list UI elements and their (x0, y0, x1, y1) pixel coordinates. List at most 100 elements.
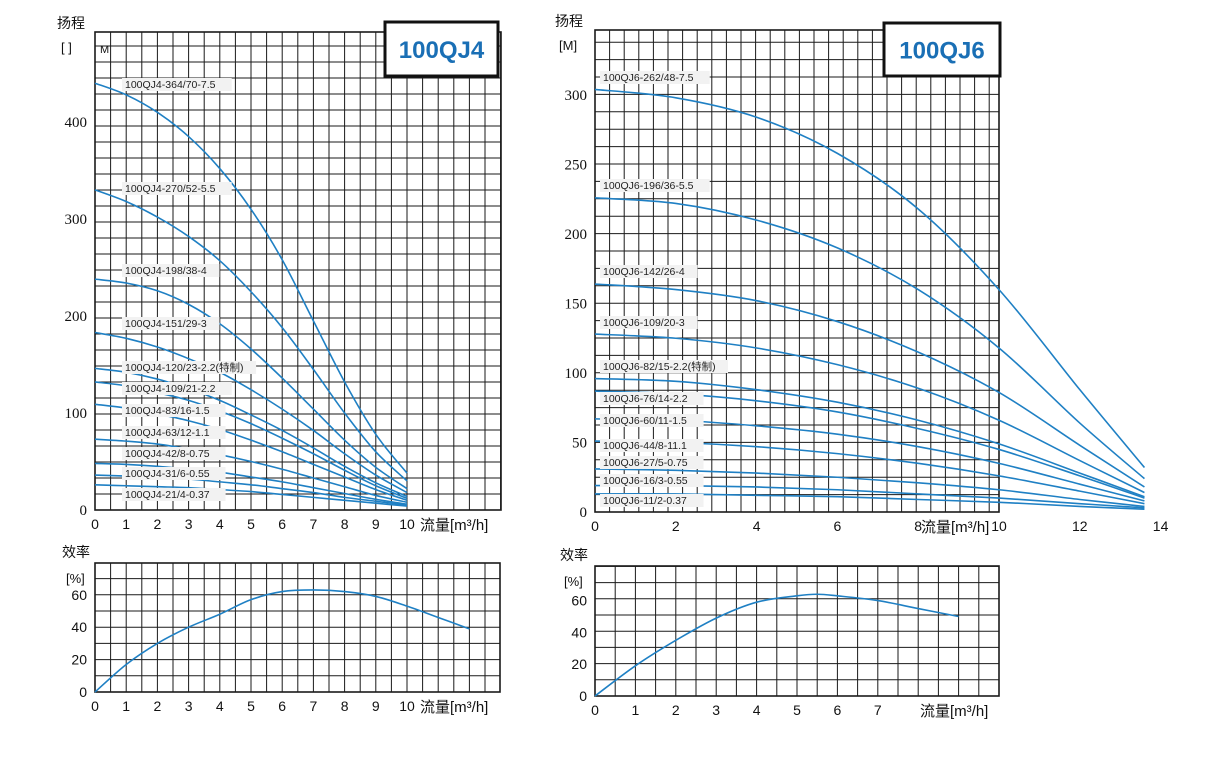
y-axis-unit: [%] (564, 574, 583, 589)
y-tick-label: 300 (65, 212, 88, 228)
x-axis-label: 流量[m³/h] (420, 699, 488, 716)
x-tick-label: 4 (216, 516, 224, 532)
x-tick-label: 3 (185, 516, 193, 532)
series-curve (94, 462, 408, 505)
series-label: 100QJ6-76/14-2.2 (603, 393, 688, 405)
plot-frame (594, 565, 1000, 697)
series-curve (94, 438, 408, 504)
series-label: 100QJ6-60/11-1.5 (603, 415, 687, 427)
x-tick-label: 3 (185, 698, 193, 714)
x-tick-label: 6 (278, 698, 286, 714)
series-label-bg (600, 439, 704, 452)
y-tick-label: 0 (579, 688, 587, 704)
y-tick-label: 100 (565, 366, 588, 382)
chart-3: 0 20 40 60 0 1 2 3 4 5 6 7 8 9 10 效率 [%] 流量[m³/h] (62, 544, 501, 716)
plot-frame (94, 562, 501, 693)
chart-4: 0 20 40 60 0 1 2 3 4 5 6 7 效率 [%] 流量[m³/h] (560, 547, 1000, 720)
y-tick-label: 0 (79, 684, 87, 700)
series-label-bg (122, 467, 226, 480)
series-curve (594, 468, 1145, 508)
y-axis-label: 扬程 (57, 15, 85, 31)
series-label-bg (122, 488, 226, 501)
series-curve (594, 377, 1145, 498)
series-label-bg (600, 360, 728, 373)
x-tick-label: 1 (122, 698, 130, 714)
y-tick-label: 200 (65, 309, 88, 325)
chart-title: 100QJ4 (399, 37, 485, 64)
x-tick-label: 0 (91, 516, 99, 532)
chart-1: 0 100 200 300 400 0 1 2 3 4 5 6 7 8 9 10 扬程 [ ] M 流量[m³/h] 1… (57, 15, 502, 534)
series-curve (94, 483, 408, 507)
x-tick-label: 0 (91, 698, 99, 714)
y-tick-label: 400 (65, 115, 88, 131)
series-label-bg (600, 456, 704, 469)
series-label: 100QJ4-21/4-0.37 (125, 489, 210, 501)
chart-2: 0 50 100 150 200 250 300 0 2 4 6 8 10 12 14 扬程 [M] 流量[m³/… (555, 13, 1169, 536)
y-axis-unit: [M] (559, 38, 577, 53)
series-label-bg (600, 71, 710, 84)
x-tick-label: 5 (247, 516, 255, 532)
y-axis-label: 效率 (62, 544, 90, 560)
series-label: 100QJ6-196/36-5.5 (603, 180, 694, 192)
y-tick-label: 0 (580, 505, 588, 521)
series-label-bg (122, 317, 220, 330)
series-curve (594, 333, 1145, 494)
x-tick-label: 8 (914, 518, 922, 534)
x-tick-label: 2 (154, 698, 162, 714)
y-tick-label: 100 (65, 406, 88, 422)
series-curve (94, 367, 408, 498)
y-tick-label: 40 (71, 619, 87, 635)
series-label-bg (600, 494, 704, 507)
x-tick-label: 6 (834, 518, 842, 534)
series-label: 100QJ4-83/16-1.5 (125, 405, 210, 417)
x-tick-label: 0 (591, 518, 599, 534)
y-tick-label: 20 (571, 656, 587, 672)
series-label: 100QJ6-142/26-4 (603, 266, 685, 278)
series-label: 100QJ6-27/5-0.75 (603, 457, 688, 469)
x-axis-label: 流量[m³/h] (420, 517, 488, 534)
x-tick-label: 1 (122, 516, 130, 532)
series-label-bg (600, 474, 704, 487)
series-label: 100QJ6-109/20-3 (603, 317, 685, 329)
x-tick-label: 2 (672, 518, 680, 534)
series-curve (594, 88, 1146, 469)
x-tick-label: 5 (247, 698, 255, 714)
series-label: 100QJ6-11/2-0.37 (603, 495, 687, 507)
x-tick-label: 10 (399, 698, 415, 714)
chart-title-box (383, 20, 500, 78)
chart-title: 100QJ6 (899, 38, 984, 65)
y-tick-label: 20 (71, 652, 87, 668)
y-tick-label: 60 (71, 587, 87, 603)
series-label-bg (122, 426, 226, 439)
grid (94, 563, 500, 693)
y-tick-label: 300 (565, 88, 588, 104)
grid (594, 565, 1000, 697)
series-curve (594, 283, 1145, 488)
series-label-bg (600, 316, 698, 329)
x-tick-label: 3 (712, 702, 720, 718)
grid (94, 32, 502, 511)
series-label: 100QJ4-151/29-3 (125, 318, 207, 330)
y-axis-unit: [%] (66, 571, 85, 586)
series-label-bg (122, 382, 232, 395)
x-tick-label: 7 (310, 516, 318, 532)
series-label: 100QJ4-198/38-4 (125, 265, 207, 277)
y-tick-label: 200 (565, 227, 588, 243)
x-tick-label: 0 (591, 702, 599, 718)
y-axis-label: 效率 (560, 547, 588, 563)
plot-frame (94, 31, 502, 511)
y-tick-label: 60 (571, 593, 587, 609)
x-tick-label: 9 (372, 698, 380, 714)
series-label: 100QJ6-262/48-7.5 (603, 72, 694, 84)
x-tick-label: 4 (216, 698, 224, 714)
chart-title-box (882, 21, 1002, 78)
y-tick-label: 250 (565, 158, 588, 174)
series-curve (94, 82, 408, 474)
y-tick-label: 50 (572, 436, 587, 452)
series-label-bg (122, 264, 220, 277)
series-label-bg (122, 78, 232, 91)
x-tick-label: 6 (834, 702, 842, 718)
y-tick-label: 0 (80, 503, 88, 519)
x-axis-label: 流量[m³/h] (921, 519, 989, 536)
